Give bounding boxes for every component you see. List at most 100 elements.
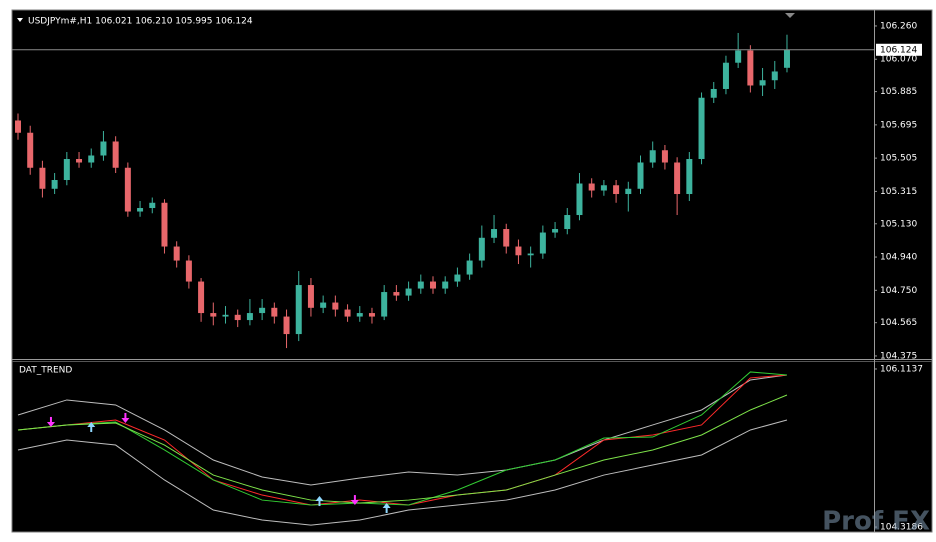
watermark: Prof FX <box>822 507 930 537</box>
candle-body <box>710 88 717 98</box>
y-tick-label: 105.885 <box>880 87 917 97</box>
candle-body <box>625 188 632 195</box>
candle-body <box>759 80 766 86</box>
candle-body <box>344 309 351 317</box>
candle-body <box>259 307 266 314</box>
candle-body <box>771 71 778 81</box>
price-label-box <box>876 43 922 56</box>
candle-body <box>15 120 21 133</box>
candle-body <box>185 260 192 282</box>
candle-body <box>576 183 583 216</box>
shift-marker <box>785 13 795 18</box>
candle-body <box>161 202 168 247</box>
candle-body <box>503 229 510 247</box>
candle-body <box>649 150 656 163</box>
candle-body <box>307 285 314 308</box>
signal-arrow <box>87 421 96 432</box>
y-tick-label: 105.695 <box>880 120 917 130</box>
candle-body <box>356 313 363 317</box>
candle-body <box>747 50 754 86</box>
candle-body <box>686 159 693 195</box>
candle-body <box>783 49 790 68</box>
candle-body <box>246 313 253 321</box>
arrow-head <box>315 496 324 502</box>
candle-body <box>393 292 400 296</box>
candle-body <box>442 281 449 289</box>
candle-body <box>39 167 46 189</box>
candle-body <box>76 159 83 163</box>
candle-body <box>295 285 302 335</box>
candle-body <box>112 141 119 168</box>
y-tick-label: 105.130 <box>880 219 917 229</box>
indicator-line <box>17 394 788 504</box>
indicator-title: DAT_TREND <box>19 366 72 376</box>
y-tick-label: 106.1137 <box>880 364 923 374</box>
y-tick-label: 106.260 <box>880 21 917 31</box>
candle-body <box>430 281 437 289</box>
plot: 106.260 106.070 105.885 105.695 105.505 105.3… <box>12 21 923 533</box>
candle-body <box>405 288 412 296</box>
candle-body <box>51 180 58 189</box>
candle-body <box>88 155 95 163</box>
arrow-head <box>87 421 96 427</box>
arrow-head <box>46 421 55 427</box>
candle-body <box>234 314 241 321</box>
candle-body <box>600 185 607 191</box>
candle-body <box>381 292 388 317</box>
candle-body <box>674 162 681 195</box>
candle-body <box>722 62 729 89</box>
candle-body <box>588 183 595 191</box>
y-tick-label: 104.565 <box>880 318 917 328</box>
candle-body <box>332 302 339 310</box>
candle-body <box>539 232 546 254</box>
candle-body <box>100 141 107 156</box>
candle-body <box>137 208 144 212</box>
candle-body <box>320 302 327 308</box>
candle-body <box>515 246 522 256</box>
y-tick-label: 104.375 <box>880 351 917 361</box>
candle-body <box>491 229 498 238</box>
candle-body <box>454 274 461 282</box>
candle-body <box>283 316 290 335</box>
candle-body <box>124 167 131 212</box>
y-tick-label: 104.750 <box>880 286 917 296</box>
y-tick-label: 105.505 <box>880 154 917 164</box>
candle-body <box>417 281 424 289</box>
candle-body <box>149 202 156 209</box>
candle-body <box>271 307 278 317</box>
y-tick-label: 106.070 <box>880 55 917 65</box>
candle-body <box>198 281 205 314</box>
candle-body <box>613 185 620 195</box>
candle-body <box>63 159 70 181</box>
indicator-line <box>17 374 788 486</box>
signal-arrow <box>350 495 359 506</box>
candle-body <box>637 162 644 189</box>
arrow-head <box>121 417 130 423</box>
candle-body <box>173 246 180 261</box>
signal-arrow <box>382 502 391 513</box>
candle-body <box>735 50 742 63</box>
chart-title: USDJPYm#,H1 106.021 106.210 105.995 106.… <box>28 17 253 27</box>
candle-body <box>466 260 473 275</box>
menu-icon <box>17 18 23 22</box>
arrow-head <box>382 502 391 508</box>
indicator-line <box>17 371 788 506</box>
candle-body <box>661 150 668 163</box>
signal-arrow <box>121 412 130 423</box>
y-tick-label: 105.315 <box>880 187 917 197</box>
candle-body <box>564 215 571 230</box>
arrow-head <box>350 500 359 506</box>
y-tick-label: 104.3186 <box>880 523 923 533</box>
candle-body <box>552 229 559 233</box>
indicator-line <box>17 419 788 526</box>
candle-body <box>698 97 705 160</box>
candle-body <box>27 132 34 168</box>
signal-arrow <box>46 416 55 427</box>
y-tick-label: 104.940 <box>880 253 917 263</box>
price-label: 106.124 <box>880 45 917 55</box>
candle-body <box>368 313 375 317</box>
candle-body <box>478 237 485 261</box>
signal-arrow <box>315 496 324 507</box>
candle-body <box>222 314 229 317</box>
